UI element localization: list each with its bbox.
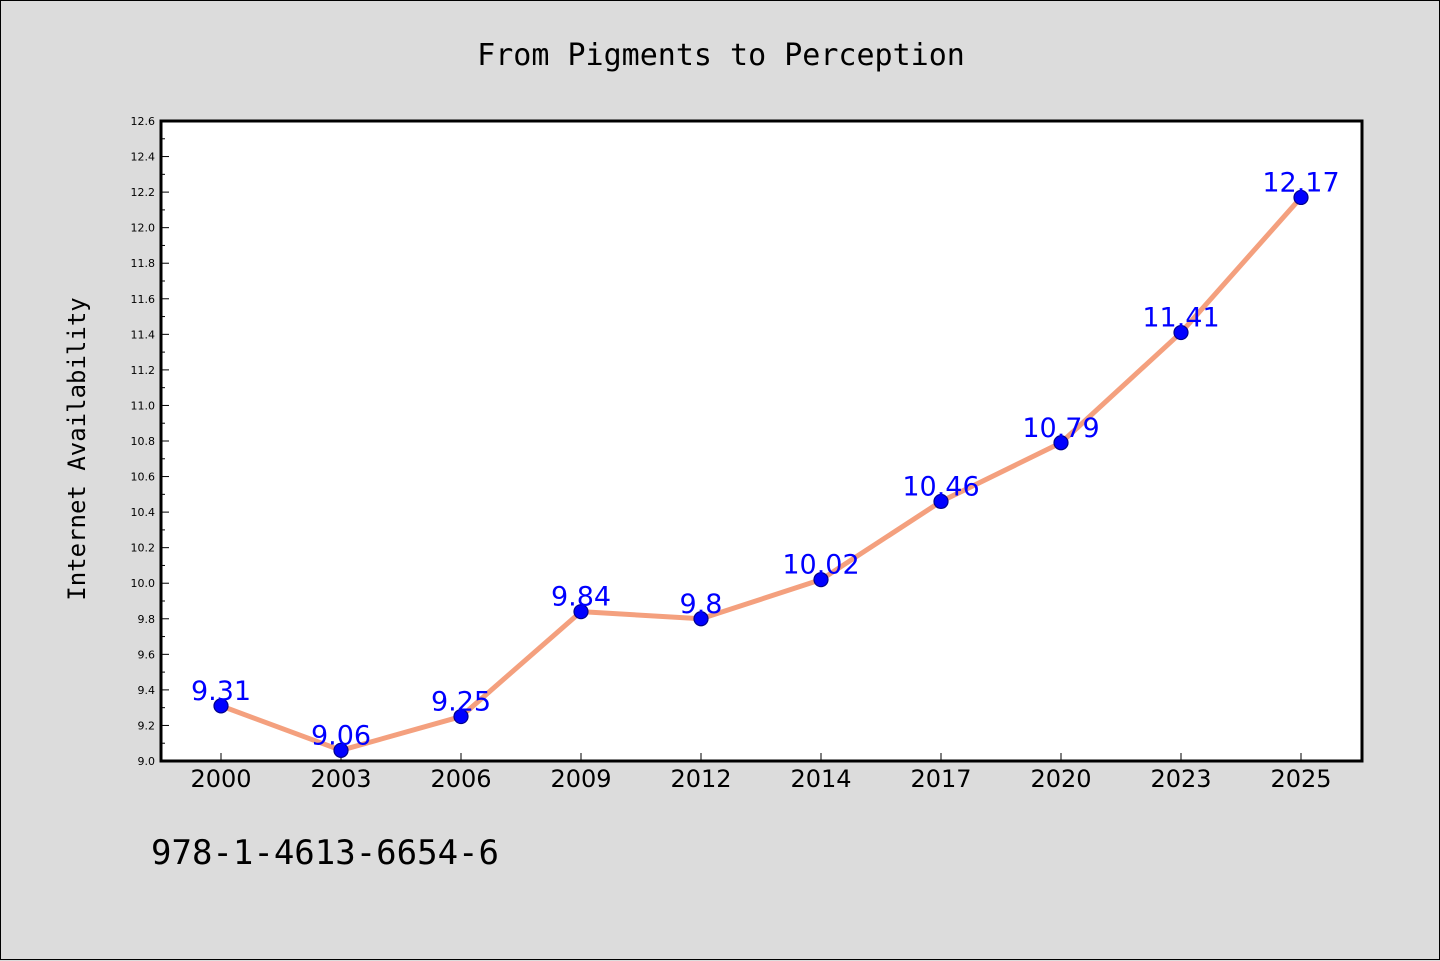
data-label: 11.41 <box>1142 303 1219 334</box>
x-tick-label: 2003 <box>310 765 371 793</box>
x-tick-label: 2000 <box>190 765 251 793</box>
data-point-marker <box>453 708 469 725</box>
y-tick-label: 12.0 <box>131 222 156 235</box>
x-tick-label: 2014 <box>790 765 851 793</box>
data-point-marker <box>813 572 829 588</box>
y-axis-ticks: 9.0 9.2 9.4 9.6 9.8 10.0 10.2 10.4 10.6 10.8 11.0 1… <box>131 115 169 768</box>
x-tick-label: 2017 <box>910 765 971 793</box>
y-tick-label: 12.4 <box>131 151 156 164</box>
y-tick-label: 12.6 <box>131 115 156 128</box>
y-tick-label: 9.0 <box>138 755 156 768</box>
plot-area <box>161 121 1362 761</box>
footnote-isbn: 978-1-4613-6654-6 <box>151 833 499 873</box>
x-tick-label: 2023 <box>1150 765 1211 793</box>
y-tick-label: 10.2 <box>131 542 156 555</box>
data-label: 9.06 <box>311 720 371 751</box>
data-label: 9.84 <box>551 582 611 613</box>
data-label: 10.02 <box>782 550 859 581</box>
data-point-marker <box>1293 189 1309 206</box>
data-label: 9.31 <box>191 676 251 707</box>
y-tick-label: 11.4 <box>131 328 156 341</box>
y-tick-label: 9.8 <box>138 613 156 626</box>
plot-frame <box>159 119 1364 763</box>
x-tick-label: 2025 <box>1270 765 1331 793</box>
x-axis-ticks: 2000 2003 2006 2009 2012 2014 2017 2020 2023 2025 <box>190 753 1332 793</box>
data-label: 10.46 <box>902 471 979 502</box>
data-point-marker <box>573 604 589 620</box>
y-tick-label: 10.4 <box>131 506 156 519</box>
y-tick-label: 10.6 <box>131 471 156 484</box>
series-markers <box>213 189 1309 758</box>
chart-title: From Pigments to Perception <box>477 38 965 73</box>
y-tick-label: 9.6 <box>138 648 156 661</box>
data-point-marker <box>213 698 229 714</box>
y-tick-label: 9.2 <box>138 719 156 732</box>
x-tick-label: 2020 <box>1030 765 1091 793</box>
x-tick-label: 2012 <box>670 765 731 793</box>
y-tick-label: 11.8 <box>131 257 156 270</box>
y-tick-label: 11.2 <box>131 364 156 377</box>
x-tick-label: 2006 <box>430 765 491 793</box>
y-tick-label: 10.8 <box>131 435 156 448</box>
data-label: 9.8 <box>680 589 723 620</box>
data-point-marker <box>693 611 709 627</box>
y-tick-label: 11.6 <box>131 293 156 306</box>
data-labels: 9.31 9.06 9.25 9.84 9.8 10.02 10.46 10.79 11.41 1… <box>191 167 1340 751</box>
y-tick-label: 9.4 <box>138 684 156 697</box>
x-tick-label: 2009 <box>550 765 611 793</box>
data-label: 9.25 <box>431 687 491 718</box>
y-tick-label: 12.2 <box>131 186 156 199</box>
data-point-marker <box>1053 435 1069 451</box>
data-point-marker <box>933 493 949 510</box>
data-point-marker <box>333 742 349 758</box>
data-label: 10.79 <box>1022 413 1099 444</box>
data-point-marker <box>1173 324 1189 341</box>
y-tick-label: 10.0 <box>131 577 156 590</box>
y-tick-label: 11.0 <box>131 399 156 412</box>
data-label: 12.17 <box>1262 167 1339 198</box>
y-axis-label: Internet Availability <box>63 297 91 600</box>
series-line <box>220 195 1303 753</box>
